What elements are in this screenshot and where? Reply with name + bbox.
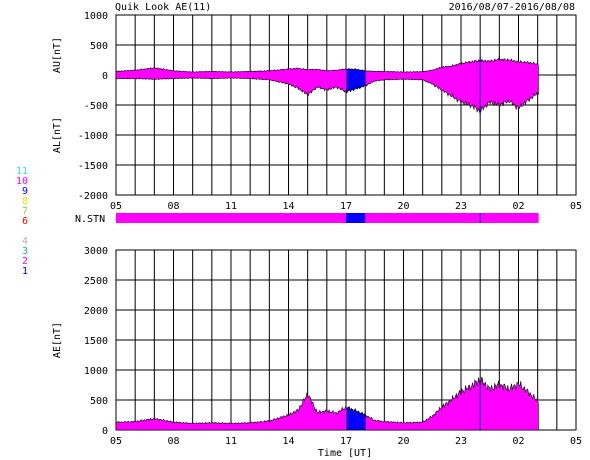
legend-entry-5: 5: [22, 226, 28, 237]
legend-entry-4: 4: [22, 236, 28, 247]
ae-area: [115, 376, 539, 431]
x-tick-label: 17: [340, 201, 352, 212]
legend-entry-2: 2: [22, 256, 28, 267]
y-tick-label: -500: [84, 101, 108, 112]
legend-entry-9: 9: [22, 186, 28, 197]
au-axis-label: AU[nT]: [52, 37, 63, 73]
legend-entry-8: 8: [22, 196, 28, 207]
x-tick-label: 11: [225, 436, 237, 447]
x-tick-label: 08: [167, 436, 179, 447]
legend-entry-6: 6: [22, 216, 28, 227]
ae-area-blue-segment: [346, 405, 366, 431]
station-count-bar-9: [346, 213, 366, 223]
x-tick-label: 23: [455, 201, 467, 212]
x-tick-label: 20: [397, 436, 409, 447]
legend-entry-1: 1: [22, 266, 28, 277]
chart-title: Quik Look AE(11): [115, 2, 211, 13]
x-tick-label: 05: [570, 201, 582, 212]
y-tick-label: 2500: [84, 276, 108, 287]
ae-axis-label: AE[nT]: [52, 322, 63, 358]
station-count-bar-10: [116, 213, 539, 223]
legend-entry-10: 10: [16, 176, 28, 187]
x-tick-label: 05: [110, 201, 122, 212]
y-tick-label: 2000: [84, 306, 108, 317]
y-tick-label: -1500: [78, 161, 108, 172]
x-tick-label: 05: [110, 436, 122, 447]
date-range: 2016/08/07-2016/08/08: [449, 2, 575, 13]
y-tick-label: 1500: [84, 336, 108, 347]
legend-entry-11: 11: [16, 166, 28, 177]
station-count-label: N.STN: [75, 214, 105, 225]
legend-entry-3: 3: [22, 246, 28, 257]
x-tick-label: 17: [340, 436, 352, 447]
y-tick-label: 3000: [84, 246, 108, 257]
y-tick-label: 500: [90, 396, 108, 407]
x-tick-label: 02: [512, 436, 524, 447]
y-tick-label: -2000: [78, 191, 108, 202]
y-tick-label: -1000: [78, 131, 108, 142]
x-tick-label: 05: [570, 436, 582, 447]
y-tick-label: 0: [102, 426, 108, 437]
x-tick-label: 23: [455, 436, 467, 447]
y-tick-label: 500: [90, 41, 108, 52]
y-tick-label: 1000: [84, 11, 108, 22]
x-tick-label: 08: [167, 201, 179, 212]
al-axis-label: AL[nT]: [52, 117, 63, 153]
x-axis-label: Time [UT]: [318, 448, 372, 459]
legend-entry-7: 7: [22, 206, 28, 217]
x-tick-label: 14: [282, 436, 294, 447]
y-tick-label: 1000: [84, 366, 108, 377]
x-tick-label: 11: [225, 201, 237, 212]
y-tick-label: 0: [102, 71, 108, 82]
x-tick-label: 20: [397, 201, 409, 212]
x-tick-label: 02: [512, 201, 524, 212]
station-count-bar: [116, 213, 539, 223]
au-al-envelope-blue-segment: [346, 68, 366, 94]
au-al-envelope: [115, 57, 539, 113]
x-tick-label: 14: [282, 201, 294, 212]
